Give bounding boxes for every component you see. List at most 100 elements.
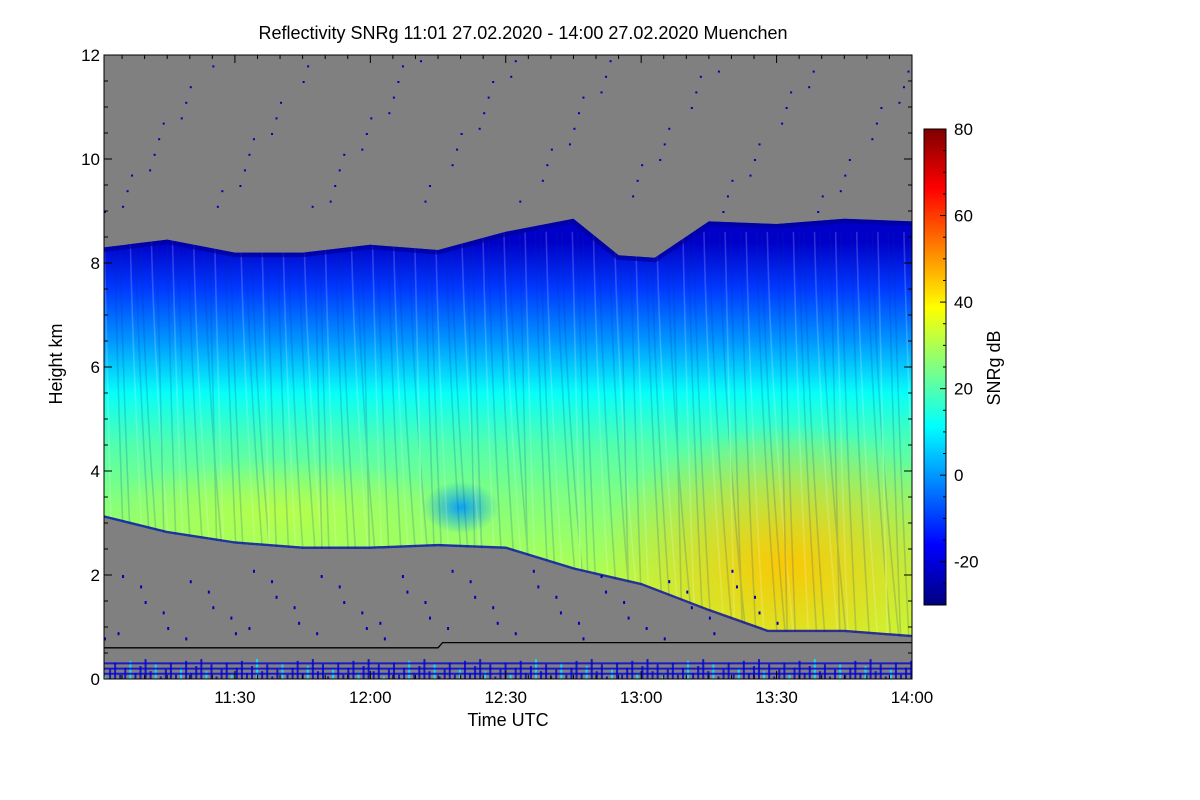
clutter-column — [600, 664, 603, 679]
clutter-column — [185, 660, 188, 679]
noise-pixel — [451, 164, 454, 167]
clutter-column — [362, 666, 365, 679]
fall-streak — [666, 231, 696, 638]
noise-pixel — [483, 112, 486, 115]
noise-pixel — [104, 637, 106, 641]
clutter-column — [580, 672, 583, 679]
noise-pixel — [487, 96, 490, 99]
fall-streak — [803, 231, 827, 638]
noise-pixel — [248, 627, 251, 630]
noise-pixel — [343, 153, 346, 156]
noise-pixel — [447, 627, 450, 630]
clutter-column — [859, 672, 862, 679]
noise-pixel — [550, 148, 553, 151]
y-tick-label: 8 — [91, 254, 100, 273]
noise-pixel — [280, 101, 283, 104]
noise-pixel — [104, 211, 106, 213]
clutter-column — [413, 672, 416, 679]
noise-pixel — [167, 627, 170, 630]
noise-pixel — [451, 569, 454, 573]
noise-pixel — [338, 585, 341, 589]
chart-title: Reflectivity SNRg 11:01 27.02.2020 - 14:… — [258, 23, 787, 43]
fall-streak — [766, 231, 797, 638]
clutter-column — [210, 664, 213, 679]
clutter-column — [783, 662, 786, 679]
noise-pixel — [605, 75, 608, 78]
clutter-column — [382, 676, 385, 679]
noise-pixel — [871, 138, 874, 141]
noise-pixel — [429, 616, 432, 620]
clutter-column — [484, 671, 487, 679]
clutter-column — [428, 671, 431, 679]
noise-pixel — [302, 81, 305, 83]
fall-streak — [834, 231, 850, 638]
clutter-column — [316, 671, 319, 679]
weak-patch — [422, 481, 499, 534]
clutter-column — [641, 666, 644, 679]
clutter-column — [661, 676, 664, 679]
clutter-column — [453, 674, 456, 679]
clutter-column — [463, 660, 466, 679]
noise-pixel — [365, 627, 368, 630]
clutter-column — [692, 672, 695, 679]
noise-pixel — [492, 81, 495, 83]
clutter-column — [788, 674, 791, 679]
clutter-column — [352, 660, 355, 679]
fall-streak — [761, 231, 788, 638]
clutter-column — [631, 660, 634, 679]
clutter-column — [808, 666, 811, 679]
noise-pixel — [821, 195, 824, 198]
noise-pixel — [243, 169, 246, 172]
fall-streak — [871, 231, 902, 638]
noise-pixel — [293, 606, 296, 610]
clutter-column — [585, 666, 588, 679]
clutter-column — [489, 664, 492, 679]
noise-pixel — [848, 159, 851, 161]
clutter-column — [671, 662, 674, 679]
noise-pixel — [316, 632, 319, 636]
clutter-column — [768, 664, 771, 679]
noise-pixel — [555, 595, 558, 599]
clutter-column — [225, 662, 228, 679]
clutter-column — [240, 660, 243, 679]
clutter-column — [230, 674, 233, 679]
clutter-column — [372, 671, 375, 679]
clutter-column — [823, 664, 826, 679]
noise-pixel — [623, 601, 626, 604]
noise-pixel — [189, 580, 192, 584]
noise-pixel — [541, 179, 544, 182]
fall-streak — [755, 231, 780, 638]
clutter-column — [215, 676, 218, 679]
noise-pixel — [537, 585, 540, 589]
x-tick-label: 12:00 — [349, 688, 392, 707]
y-tick-label: 4 — [91, 462, 100, 481]
clutter-column — [829, 676, 832, 679]
noise-pixel — [144, 601, 147, 604]
x-tick-label: 14:00 — [891, 688, 934, 707]
fall-streak — [740, 231, 758, 638]
clutter-column — [676, 674, 679, 679]
noise-pixel — [844, 174, 847, 177]
clutter-column — [687, 660, 690, 679]
fall-streak — [866, 231, 893, 638]
fall-streak — [813, 231, 841, 638]
noise-pixel — [158, 138, 161, 141]
noise-pixel — [248, 153, 251, 156]
noise-pixel — [370, 117, 373, 120]
clutter-column — [565, 674, 568, 679]
noise-pixel — [131, 174, 134, 177]
clutter-column — [205, 671, 208, 679]
fall-streak — [776, 231, 789, 638]
clutter-column — [306, 666, 309, 679]
noise-pixel — [311, 205, 314, 208]
clutter-column — [271, 676, 274, 679]
noise-pixel — [162, 122, 165, 125]
fall-streak — [850, 231, 872, 638]
clutter-column — [169, 662, 172, 679]
clutter-column — [839, 662, 842, 679]
clutter-column — [864, 666, 867, 679]
fall-streak — [703, 231, 727, 638]
noise-pixel — [609, 60, 612, 63]
noise-pixel — [600, 575, 603, 578]
